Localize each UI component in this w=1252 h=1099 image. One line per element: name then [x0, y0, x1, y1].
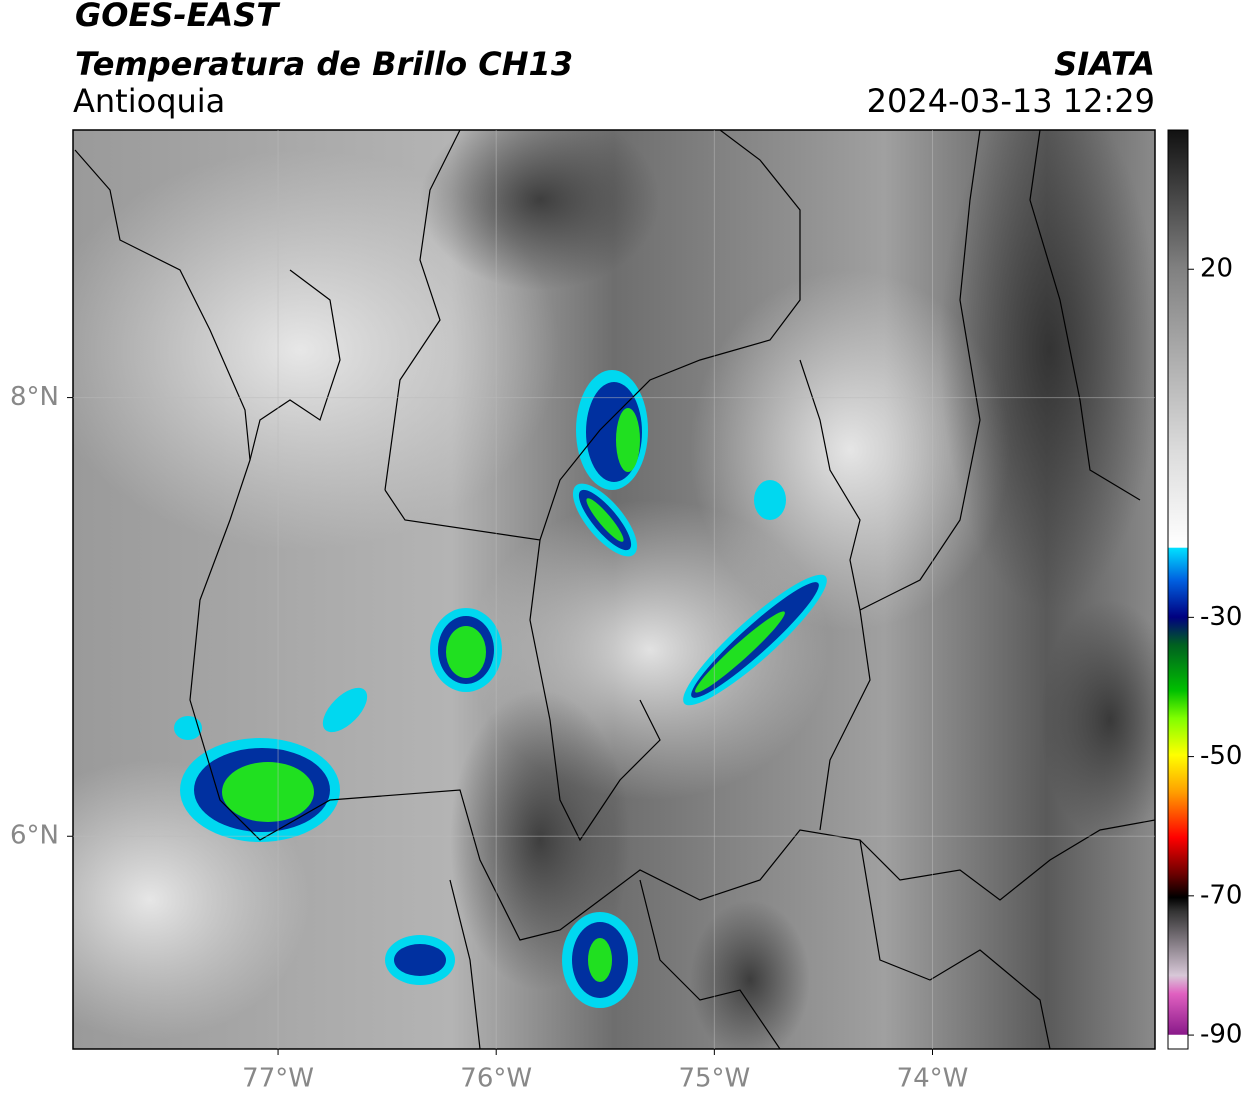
satellite: GOES-EAST — [75, 0, 280, 34]
lon-tick-label: 75°W — [678, 1064, 750, 1094]
colorbar-tick-label: -90 — [1200, 1020, 1242, 1050]
datetime: 2024-03-13 12:29 — [867, 82, 1155, 120]
lon-tick-label: 76°W — [460, 1064, 532, 1094]
satellite-image — [73, 130, 1155, 1049]
colorbar — [1167, 129, 1189, 1050]
map-frame — [72, 129, 1156, 1050]
source: SIATA — [1054, 45, 1155, 83]
colorbar-tick-label: -50 — [1200, 741, 1242, 771]
lon-tick-label: 74°W — [897, 1064, 969, 1094]
lat-tick-label: 6°N — [10, 821, 59, 851]
axes: 77°W 76°W 75°W 74°W 8°N 6°N 20 -30 -50 -70 -90 — [10, 130, 1242, 1094]
lat-tick-label: 8°N — [10, 382, 59, 412]
product: Temperatura de Brillo CH13 — [75, 45, 573, 83]
colorbar-tick-label: -30 — [1200, 602, 1242, 632]
lon-tick-label: 77°W — [242, 1064, 314, 1094]
colorbar-tick-label: 20 — [1200, 254, 1233, 284]
region: Antioquia — [73, 82, 225, 120]
colorbar-tick-label: -70 — [1200, 880, 1242, 910]
